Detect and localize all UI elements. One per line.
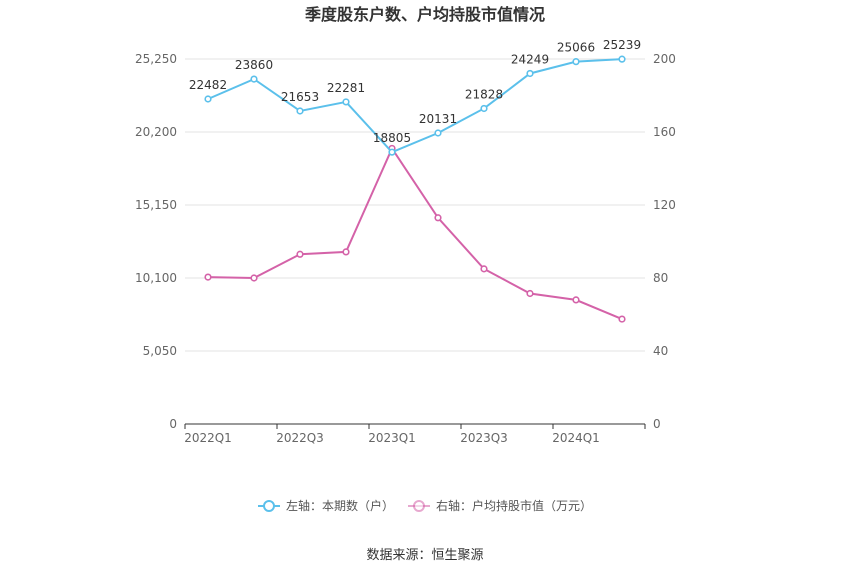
data-label: 24249 xyxy=(511,52,549,66)
data-point xyxy=(204,95,212,103)
data-point xyxy=(434,129,442,137)
data-point xyxy=(572,58,580,66)
source-text: 数据来源：恒生聚源 xyxy=(366,548,483,563)
right-axis-tick-label: 200 xyxy=(653,52,676,66)
data-point xyxy=(296,250,304,258)
data-point xyxy=(250,274,258,282)
data-point xyxy=(342,98,350,106)
grid-layer xyxy=(185,58,645,352)
right-axis-tick-label: 0 xyxy=(653,417,661,431)
data-point xyxy=(526,69,534,78)
data-point xyxy=(296,107,304,115)
data-label: 21828 xyxy=(465,87,503,101)
x-axis-tick-label: 2024Q1 xyxy=(552,431,600,445)
x-axis-tick-label: 2022Q3 xyxy=(276,431,324,445)
left-axis-tick-label: 20,200 xyxy=(135,125,177,139)
data-point xyxy=(388,148,396,156)
left-axis-tick-label: 15,150 xyxy=(135,198,177,212)
right-axis-tick-label: 160 xyxy=(653,125,676,139)
left-axis-tick-label: 5,050 xyxy=(143,344,177,358)
data-point xyxy=(572,296,580,304)
right-axis-tick-label: 80 xyxy=(653,271,668,285)
data-point xyxy=(204,273,212,281)
series-line xyxy=(207,146,623,320)
data-label: 22281 xyxy=(327,81,365,95)
legend-item[interactable]: 左轴：本期数（户） xyxy=(258,498,394,513)
data-label: 23860 xyxy=(235,58,273,72)
data-point xyxy=(480,104,488,113)
data-label: 20131 xyxy=(419,112,457,126)
data-label: 25239 xyxy=(603,38,641,52)
data-point xyxy=(526,289,534,298)
left-axis-tick-label: 0 xyxy=(169,417,177,431)
x-axis-tick-label: 2022Q1 xyxy=(184,431,232,445)
data-point xyxy=(618,55,626,63)
series-line xyxy=(207,58,623,154)
x-axis-tick-label: 2023Q1 xyxy=(368,431,416,445)
legend[interactable]: 左轴：本期数（户） 右轴：户均持股市值（万元） xyxy=(258,498,592,513)
data-label: 22482 xyxy=(189,78,227,92)
data-point xyxy=(342,248,350,256)
data-point xyxy=(434,214,442,222)
data-point xyxy=(250,75,258,83)
left-axis-tick-label: 10,100 xyxy=(135,271,177,285)
data-label: 18805 xyxy=(373,131,411,145)
legend-item[interactable]: 右轴：户均持股市值（万元） xyxy=(408,498,592,513)
x-axis-tick-label: 2023Q3 xyxy=(460,431,508,445)
left-axis-tick-label: 25,250 xyxy=(135,52,177,66)
legend-marker xyxy=(413,500,425,512)
data-label: 21653 xyxy=(281,90,319,104)
data-point xyxy=(480,265,488,273)
axis-layer: 0 0 5,050 40 10,100 80 15,150 120 20,200 160 25,25… xyxy=(135,52,676,445)
right-axis-tick-label: 120 xyxy=(653,198,676,212)
legend-label: 右轴：户均持股市值（万元） xyxy=(436,498,592,513)
data-label: 25066 xyxy=(557,41,595,55)
series-layer xyxy=(204,55,626,323)
data-point xyxy=(618,315,626,323)
legend-marker xyxy=(263,500,275,512)
label-layer: 22482 23860 21653 22281 18805 20131 21828 24249… xyxy=(189,38,641,145)
legend-label: 左轴：本期数（户） xyxy=(286,498,394,513)
chart-title: 季度股东户数、户均持股市值情况 xyxy=(304,5,545,24)
right-axis-tick-label: 40 xyxy=(653,344,668,358)
